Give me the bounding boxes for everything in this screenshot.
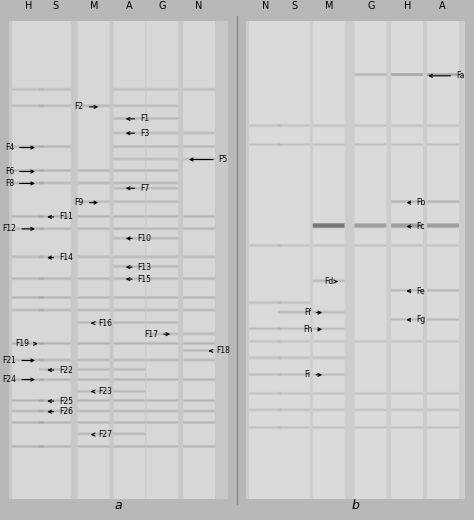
Text: F8: F8 <box>5 179 34 188</box>
Text: H: H <box>26 1 33 11</box>
Text: F3: F3 <box>127 129 149 138</box>
Text: A: A <box>439 1 446 11</box>
Text: F9: F9 <box>74 198 97 207</box>
Text: H: H <box>404 1 411 11</box>
Text: N: N <box>263 1 270 11</box>
Text: Fb: Fb <box>408 198 426 207</box>
Text: F17: F17 <box>144 330 169 339</box>
Text: F22: F22 <box>48 366 73 374</box>
Text: Fd: Fd <box>325 277 337 286</box>
Text: F15: F15 <box>127 275 152 283</box>
Text: F23: F23 <box>92 387 112 396</box>
Text: F26: F26 <box>48 407 73 416</box>
Text: M: M <box>325 1 334 11</box>
Text: F21: F21 <box>2 356 34 365</box>
Text: F25: F25 <box>48 397 73 406</box>
Text: a: a <box>115 499 122 512</box>
Text: F1: F1 <box>127 114 149 123</box>
Text: F11: F11 <box>48 213 73 222</box>
Text: F4: F4 <box>5 143 34 152</box>
Text: b: b <box>352 499 359 512</box>
Text: S: S <box>292 1 298 11</box>
Text: G: G <box>158 1 166 11</box>
Text: Ff: Ff <box>304 308 321 317</box>
Text: F19: F19 <box>16 339 36 348</box>
Text: G: G <box>367 1 374 11</box>
Text: Fe: Fe <box>408 287 425 295</box>
Text: F16: F16 <box>92 319 112 328</box>
Text: F5: F5 <box>190 155 228 164</box>
Text: F14: F14 <box>48 253 73 262</box>
Text: M: M <box>90 1 99 11</box>
Text: Fc: Fc <box>408 222 425 231</box>
Text: Fh: Fh <box>303 325 321 334</box>
Text: F13: F13 <box>127 263 152 271</box>
Text: F7: F7 <box>127 184 149 193</box>
Text: N: N <box>195 1 203 11</box>
Text: F10: F10 <box>127 234 152 243</box>
Text: Fi: Fi <box>304 370 321 379</box>
Text: A: A <box>126 1 133 11</box>
Text: F12: F12 <box>2 225 34 233</box>
Text: F24: F24 <box>2 375 34 384</box>
Text: Fg: Fg <box>408 315 426 324</box>
Text: F27: F27 <box>92 430 112 439</box>
Text: F18: F18 <box>210 346 230 355</box>
Text: F2: F2 <box>75 102 97 111</box>
Text: Fa: Fa <box>429 71 465 80</box>
Text: S: S <box>52 1 58 11</box>
Text: F6: F6 <box>5 167 34 176</box>
